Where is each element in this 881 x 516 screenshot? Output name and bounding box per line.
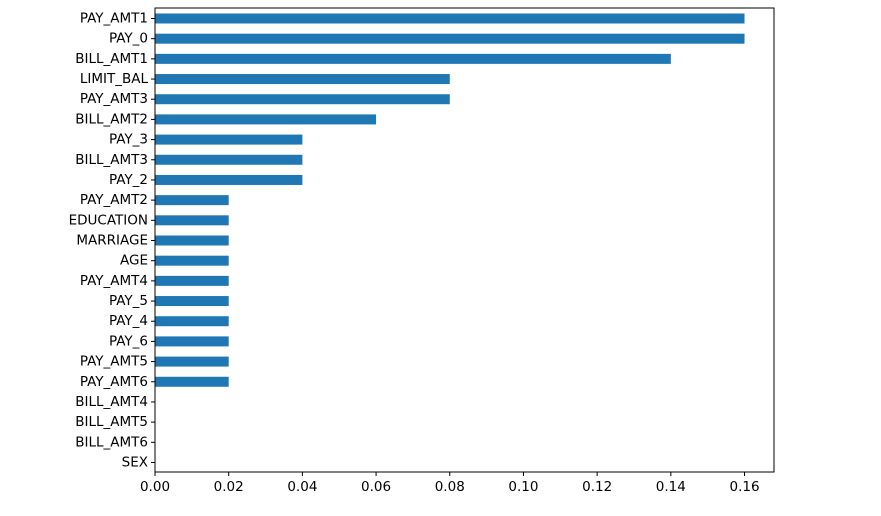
- category-label: PAY_AMT1: [80, 11, 148, 27]
- category-label: PAY_3: [109, 132, 148, 148]
- category-label: BILL_AMT5: [75, 414, 148, 430]
- category-label: BILL_AMT6: [75, 434, 148, 450]
- bar-bill-amt1: [155, 53, 671, 64]
- bar-bill-amt3: [155, 154, 303, 165]
- category-label: BILL_AMT3: [75, 152, 148, 168]
- category-label: BILL_AMT1: [75, 51, 148, 67]
- category-label: PAY_4: [109, 313, 148, 329]
- bar-pay-amt6: [155, 376, 229, 387]
- category-label: PAY_2: [109, 172, 148, 188]
- plot-frame: [154, 7, 775, 473]
- category-label: PAY_AMT2: [80, 192, 148, 208]
- x-tick-label: 0.02: [214, 479, 244, 495]
- category-label: AGE: [120, 253, 148, 269]
- bar-pay-amt2: [155, 195, 229, 206]
- x-axis-ticks: 0.00 0.02 0.04 0.06 0.08 0.10 0.12 0.14 0.16: [140, 472, 760, 495]
- category-labels: PAY_AMT1 PAY_0 BILL_AMT1 LIMIT_BAL PAY_AMT3 B…: [69, 11, 155, 471]
- x-tick-label: 0.12: [582, 479, 612, 495]
- x-tick-label: 0.04: [287, 479, 317, 495]
- x-tick-label: 0.10: [508, 479, 538, 495]
- bar-pay-6: [155, 336, 229, 347]
- bar-pay-2: [155, 174, 303, 185]
- bar-pay-amt5: [155, 356, 229, 367]
- bar-pay-3: [155, 134, 303, 145]
- category-label: PAY_0: [109, 31, 148, 47]
- category-label: PAY_5: [109, 293, 148, 309]
- bar-marriage: [155, 235, 229, 246]
- bar-pay-amt1: [155, 13, 745, 24]
- bar-pay-4: [155, 316, 229, 327]
- x-tick-label: 0.08: [435, 479, 465, 495]
- category-label: PAY_AMT5: [80, 354, 148, 370]
- bar-pay-0: [155, 33, 745, 44]
- bar-education: [155, 215, 229, 226]
- category-label: LIMIT_BAL: [80, 71, 149, 87]
- bar-pay-amt3: [155, 94, 450, 105]
- category-label: EDUCATION: [69, 212, 148, 228]
- bar-bill-amt2: [155, 114, 377, 125]
- category-label: PAY_AMT6: [80, 374, 148, 390]
- x-tick-label: 0.00: [140, 479, 170, 495]
- category-label: PAY_AMT3: [80, 91, 148, 107]
- bar-age: [155, 255, 229, 266]
- category-label: MARRIAGE: [76, 233, 148, 249]
- bar-limit-bal: [155, 74, 450, 85]
- x-tick-label: 0.14: [656, 479, 686, 495]
- bar-pay-amt4: [155, 275, 229, 286]
- bars-group: [155, 13, 745, 387]
- category-label: BILL_AMT4: [75, 394, 148, 410]
- category-label: SEX: [122, 455, 148, 471]
- category-label: PAY_6: [109, 333, 148, 349]
- category-label: PAY_AMT4: [80, 273, 148, 289]
- category-label: BILL_AMT2: [75, 111, 148, 127]
- x-tick-label: 0.06: [361, 479, 391, 495]
- bar-pay-5: [155, 296, 229, 307]
- x-tick-label: 0.16: [729, 479, 759, 495]
